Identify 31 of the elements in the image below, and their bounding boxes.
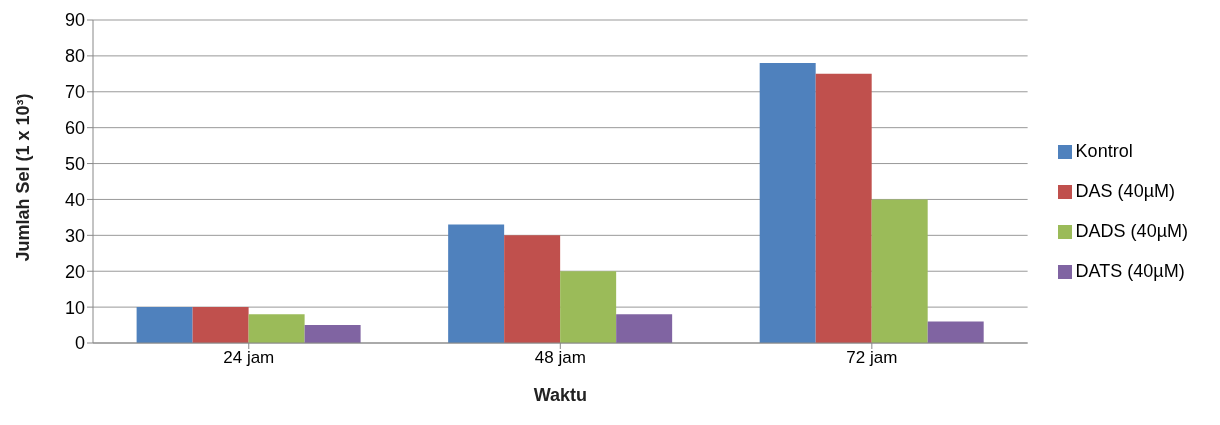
y-tick-label: 80 <box>64 46 85 67</box>
y-tick-label: 20 <box>64 261 85 282</box>
bar <box>927 321 984 343</box>
y-axis-title: Jumlah Sel (1 x 10³) <box>13 93 34 262</box>
bar <box>248 314 305 343</box>
legend-label: DAS (40µM) <box>1075 180 1175 201</box>
x-tick-label: 72 jam <box>846 348 898 368</box>
y-tick-label: 60 <box>64 118 85 139</box>
bar <box>448 224 505 343</box>
x-axis-title: Waktu <box>533 385 587 405</box>
legend-label: Kontrol <box>1075 140 1133 161</box>
bar <box>504 235 561 343</box>
bar <box>759 63 816 343</box>
legend-label: DADS (40µM) <box>1075 220 1188 241</box>
y-tick-label: 70 <box>64 82 85 103</box>
legend-label: DATS (40µM) <box>1075 260 1185 281</box>
bar <box>192 307 249 343</box>
y-tick-label: 0 <box>74 333 85 354</box>
y-tick-label: 10 <box>64 297 85 318</box>
x-tick-label: 48 jam <box>534 348 586 368</box>
y-tick-label: 40 <box>64 189 85 210</box>
bar <box>304 325 361 343</box>
y-tick-label: 50 <box>64 153 85 174</box>
bar <box>871 199 928 343</box>
y-tick-label: 90 <box>64 10 85 31</box>
bar <box>560 271 617 343</box>
y-tick-label: 30 <box>64 225 85 246</box>
x-tick-label: 24 jam <box>223 348 275 368</box>
bar <box>136 307 193 343</box>
bar <box>616 314 673 343</box>
bar <box>815 73 872 343</box>
